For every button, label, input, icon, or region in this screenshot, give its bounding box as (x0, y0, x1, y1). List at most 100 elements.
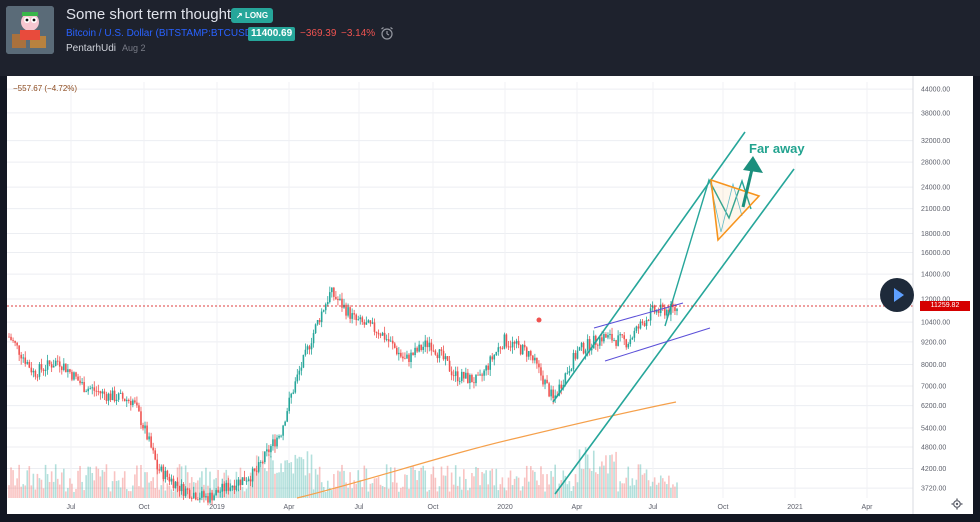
candle-body (564, 373, 567, 385)
candle-body (14, 340, 16, 343)
volume-bar (286, 460, 288, 498)
volume-bar (361, 487, 364, 498)
volume-bar (534, 471, 536, 498)
volume-bar (300, 457, 303, 498)
volume-bar (672, 484, 674, 498)
candle-body (460, 371, 463, 381)
settings-gear-icon[interactable] (951, 498, 963, 510)
volume-bar (292, 473, 295, 498)
volume-bar (525, 465, 528, 498)
candle-body (296, 374, 299, 382)
candle-body (558, 384, 561, 396)
volume-bar (430, 474, 433, 498)
candle-body (257, 462, 260, 472)
volume-bar (197, 480, 199, 498)
candle-body (592, 335, 595, 349)
volume-bar (568, 481, 571, 498)
price-chart[interactable]: 44000.00 38000.00 32000.00 28000.00 24000.00… (7, 76, 973, 514)
candle-body (320, 311, 323, 323)
volume-bar (302, 459, 305, 498)
volume-bar (635, 479, 638, 498)
volume-bar (436, 491, 439, 498)
candle-body (536, 357, 538, 364)
volume-bar (156, 466, 159, 498)
candle-body (140, 411, 142, 426)
price-change: −369.39 (300, 28, 337, 39)
alarm-clock-icon[interactable] (380, 26, 394, 40)
volume-bar (485, 470, 487, 498)
volume-bar (34, 489, 37, 498)
volume-bar (503, 487, 506, 498)
candle-body (314, 324, 317, 334)
volume-bar (253, 467, 256, 498)
candle-body (387, 339, 390, 342)
volume-bar (605, 455, 607, 498)
volume-bar (460, 489, 463, 498)
y-tick-label: 28000.00 (921, 160, 950, 167)
candle-body (379, 334, 382, 336)
volume-bar (335, 486, 337, 498)
candle-body (402, 356, 404, 359)
volume-bar (412, 466, 414, 498)
chart-area[interactable]: 44000.00 38000.00 32000.00 28000.00 24000.00… (7, 76, 973, 514)
volume-bar (207, 485, 209, 498)
volume-bar (97, 468, 100, 498)
volume-bar (261, 451, 264, 498)
candle-body (115, 399, 118, 402)
volume-bar (91, 473, 94, 498)
symbol-code-link[interactable]: BITSTAMP:BTCUSD (158, 28, 252, 39)
volume-bar (184, 465, 187, 498)
author-name[interactable]: PentarhUdi (66, 43, 117, 54)
candle-body (192, 492, 195, 499)
volume-bar (666, 484, 668, 498)
volume-bar (314, 469, 317, 498)
volume-bar (674, 486, 676, 498)
candle-body (217, 490, 219, 493)
volume-bar (536, 480, 538, 498)
volume-bar (77, 470, 79, 498)
candle-body (645, 319, 648, 326)
candle-body (416, 347, 418, 352)
candle-body (509, 346, 512, 348)
volume-bar (103, 471, 106, 498)
author-avatar[interactable] (6, 6, 54, 54)
symbol-row: Bitcoin / U.S. Dollar (BITSTAMP:BTCUSD) (66, 28, 255, 39)
volume-bar (365, 468, 368, 498)
volume-bar (111, 481, 114, 498)
volume-bar (241, 486, 244, 498)
symbol-name-link[interactable]: Bitcoin / U.S. Dollar (66, 28, 153, 39)
volume-bar (599, 466, 601, 498)
volume-bar (668, 475, 670, 498)
candle-body (540, 367, 542, 376)
volume-bar (586, 454, 589, 498)
candle-body (268, 449, 270, 453)
candle-body (487, 365, 489, 370)
candle-body (420, 344, 422, 350)
volume-bar (509, 470, 512, 498)
play-button[interactable] (880, 278, 914, 312)
candle-body (213, 495, 215, 501)
x-tick-label: Oct (428, 504, 439, 511)
candle-body (454, 371, 457, 376)
candle-body (312, 333, 315, 344)
volume-bar (420, 467, 422, 498)
candle-body (527, 351, 530, 357)
candle-body (65, 363, 67, 373)
candle-body (180, 484, 183, 492)
candle-body (148, 436, 150, 440)
volume-bar (381, 486, 384, 498)
volume-bar (645, 469, 648, 498)
candle-body (627, 344, 630, 348)
candle-body (168, 476, 171, 482)
volume-bar (324, 491, 327, 498)
volume-bar (148, 482, 150, 498)
volume-bar (637, 464, 640, 498)
volume-bar (121, 477, 124, 498)
volume-bar (164, 490, 167, 498)
volume-bar (16, 478, 18, 498)
candle-body (308, 346, 311, 350)
candle-body (452, 375, 455, 377)
candle-body (670, 303, 672, 315)
candle-body (404, 358, 406, 360)
candle-body (607, 335, 609, 338)
